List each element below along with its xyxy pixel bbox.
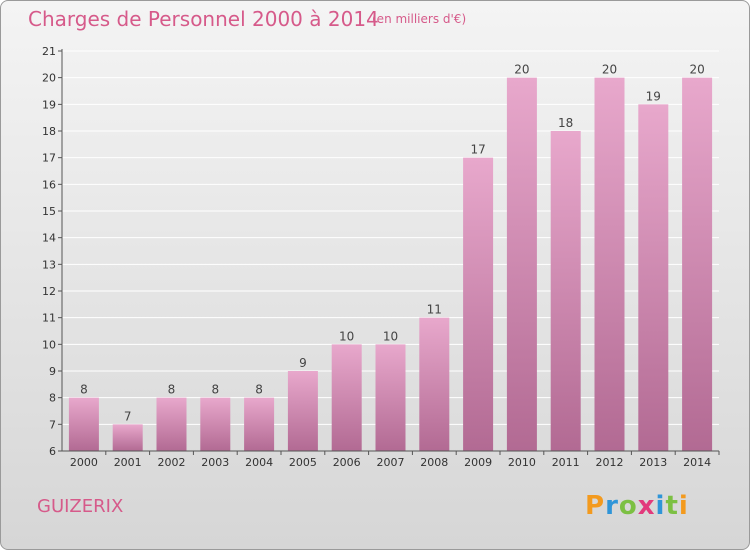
y-tick-label: 6: [49, 445, 56, 458]
x-tick-label: 2002: [158, 456, 186, 469]
data-label: 17: [470, 143, 485, 157]
bar-2000: [68, 397, 99, 451]
y-tick-label: 21: [42, 45, 56, 58]
bar-2012: [594, 77, 625, 452]
bar-2003: [200, 397, 231, 451]
proxiti-logo: Proxiti: [585, 491, 689, 521]
x-tick-label: 2004: [245, 456, 273, 469]
bar-2009: [463, 157, 494, 451]
data-label: 20: [689, 63, 704, 77]
data-label: 11: [427, 303, 442, 317]
logo-letter: i: [678, 491, 689, 521]
bar-2002: [156, 397, 187, 451]
data-label: 10: [383, 329, 398, 343]
x-tick-label: 2009: [464, 456, 492, 469]
logo-letter: t: [665, 491, 679, 521]
bar-2004: [244, 397, 275, 451]
y-tick-label: 8: [49, 392, 56, 405]
y-tick-label: 11: [42, 312, 56, 325]
y-tick-label: 7: [49, 418, 56, 431]
bar-2006: [331, 344, 362, 451]
x-tick-label: 2007: [377, 456, 405, 469]
x-tick-label: 2013: [639, 456, 667, 469]
y-tick-label: 20: [42, 72, 56, 85]
chart-subtitle: (en milliers d'€): [372, 12, 467, 26]
y-tick-label: 13: [42, 258, 56, 271]
y-tick-label: 10: [42, 338, 56, 351]
x-tick-label: 2008: [420, 456, 448, 469]
commune-name: GUIZERIX: [37, 496, 124, 517]
logo-letter: o: [618, 491, 638, 521]
data-label: 8: [168, 383, 176, 397]
bar-2001: [112, 424, 143, 451]
y-tick-label: 17: [42, 152, 56, 165]
logo-letter: i: [655, 491, 666, 521]
bar-2005: [287, 371, 318, 451]
x-tick-label: 2012: [596, 456, 624, 469]
data-label: 18: [558, 116, 573, 130]
bar-2008: [419, 317, 450, 451]
y-tick-label: 19: [42, 98, 56, 111]
bar-2014: [682, 77, 713, 452]
x-tick-label: 2000: [70, 456, 98, 469]
data-label: 20: [514, 63, 529, 77]
bar-2007: [375, 344, 406, 451]
bar-2011: [550, 131, 581, 451]
x-tick-label: 2003: [201, 456, 229, 469]
data-label: 20: [602, 63, 617, 77]
y-tick-label: 18: [42, 125, 56, 138]
bar-2010: [506, 77, 537, 452]
x-tick-label: 2001: [114, 456, 142, 469]
chart-title: Charges de Personnel 2000 à 2014: [28, 7, 379, 31]
data-label: 8: [211, 383, 219, 397]
data-label: 19: [646, 89, 661, 103]
y-tick-label: 15: [42, 205, 56, 218]
data-label: 8: [255, 383, 263, 397]
x-tick-label: 2014: [683, 456, 711, 469]
y-tick-label: 9: [49, 365, 56, 378]
logo-letter: P: [585, 491, 606, 521]
y-tick-label: 14: [42, 232, 56, 245]
data-label: 9: [299, 356, 307, 370]
x-tick-label: 2011: [552, 456, 580, 469]
logo-letter: r: [605, 491, 619, 521]
x-tick-label: 2010: [508, 456, 536, 469]
y-tick-label: 16: [42, 178, 56, 191]
data-label: 10: [339, 329, 354, 343]
y-tick-label: 12: [42, 285, 56, 298]
logo-letter: x: [637, 491, 656, 521]
bar-2013: [638, 104, 669, 451]
x-tick-label: 2006: [333, 456, 361, 469]
x-tick-label: 2005: [289, 456, 317, 469]
data-label: 7: [124, 409, 132, 423]
data-label: 8: [80, 383, 88, 397]
